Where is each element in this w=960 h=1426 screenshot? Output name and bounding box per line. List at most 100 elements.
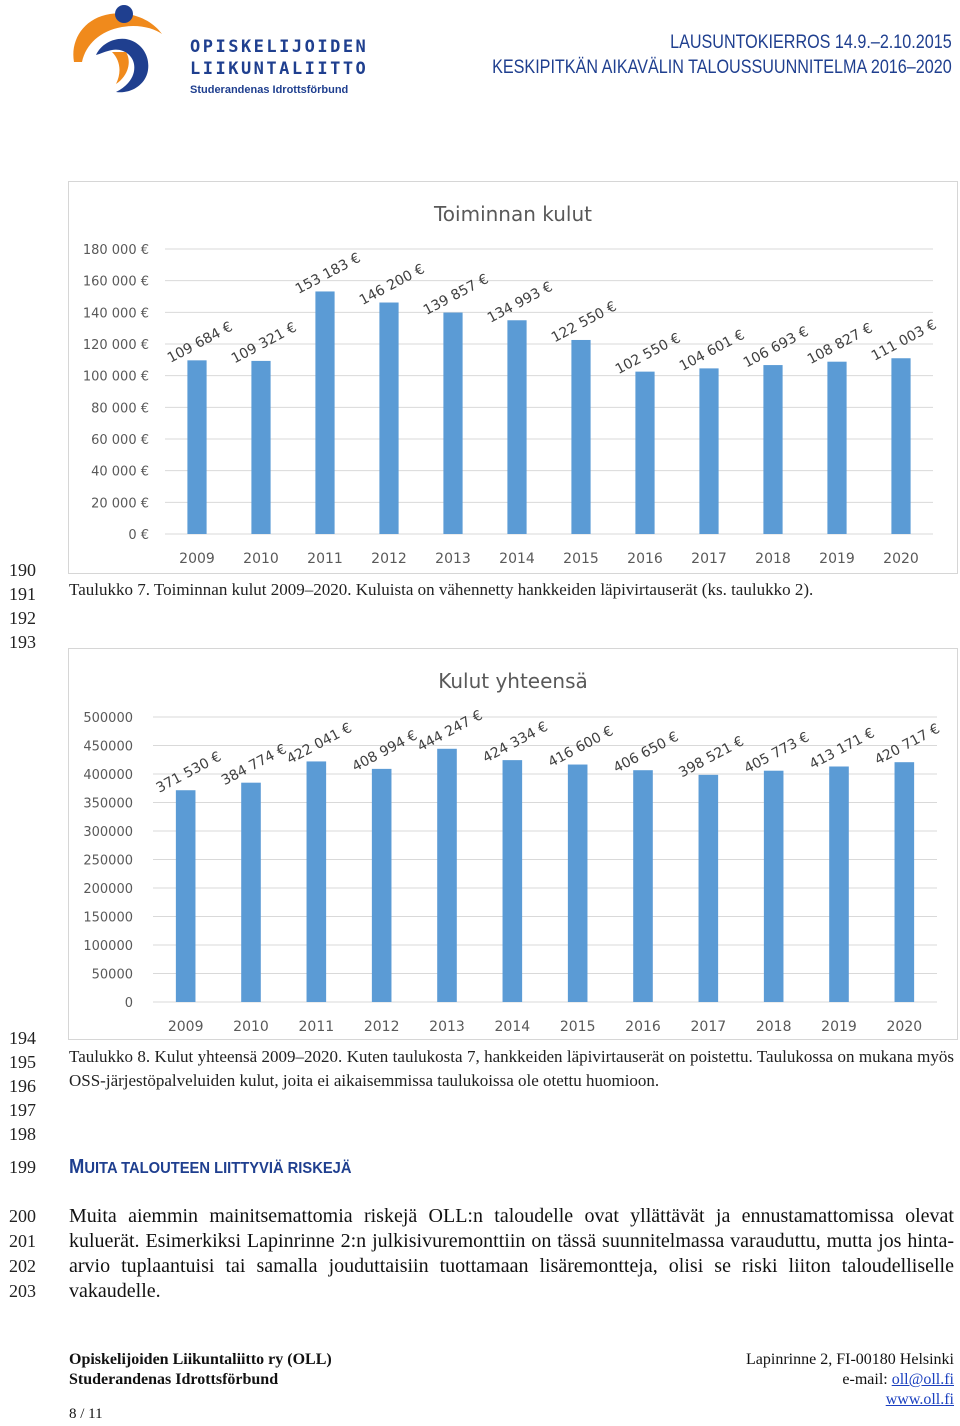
section-heading-rest: UITA TALOUTEEN LIITTYVIÄ RISKEJÄ <box>84 1160 352 1177</box>
page-number: 8 / 11 <box>69 1406 103 1422</box>
y-tick-label: 450000 <box>83 740 133 755</box>
bar <box>443 312 463 534</box>
y-tick-label: 250000 <box>83 854 133 869</box>
y-tick-label: 500000 <box>83 711 133 726</box>
bar <box>175 790 196 1002</box>
logo-line1: OPISKELIJOIDEN <box>190 37 369 57</box>
line-number: 199 <box>9 1157 36 1177</box>
line-numbers-3: 199 <box>0 1155 36 1179</box>
oll-logo <box>66 0 366 100</box>
footer-web-line: www.oll.fi <box>746 1390 954 1410</box>
footer-org-name: Opiskelijoiden Liikuntaliitto ry (OLL) <box>69 1351 332 1368</box>
caption-table-8: Taulukko 8. Kulut yhteensä 2009–2020. Ku… <box>69 1047 954 1090</box>
bar <box>698 774 719 1002</box>
line-number: 197 <box>9 1100 36 1120</box>
bar <box>502 760 523 1002</box>
footer-organisation: Opiskelijoiden Liikuntaliitto ry (OLL) S… <box>69 1350 332 1390</box>
line-number: 190 <box>9 560 36 580</box>
y-tick-label: 180 000 € <box>83 243 149 258</box>
chart-toiminnan-kulut: Toiminnan kulut 0 € 20 000 € 40 000 € 60 000… <box>68 181 958 574</box>
bar <box>829 766 849 1002</box>
x-tick-label: 2010 <box>233 1019 269 1035</box>
data-label: 146 200 € <box>357 261 427 309</box>
data-label: 109 321 € <box>229 320 299 368</box>
data-label: 422 041 € <box>284 720 354 768</box>
bar <box>315 291 335 534</box>
logo-text: OPISKELIJOIDEN LIIKUNTALIITTO Studerande… <box>190 36 369 98</box>
x-tick-label: 2011 <box>307 551 343 567</box>
line-numbers-1: 190 191 192 193 <box>0 558 36 654</box>
bar <box>891 358 911 534</box>
x-tick-label: 2016 <box>625 1019 661 1035</box>
data-label: 408 994 € <box>350 728 420 776</box>
footer-email-link[interactable]: oll@oll.fi <box>891 1371 954 1388</box>
bar <box>567 764 588 1002</box>
bar <box>187 360 207 534</box>
x-tick-label: 2009 <box>168 1019 204 1035</box>
y-tick-label: 80 000 € <box>91 401 149 416</box>
data-label: 384 774 € <box>219 741 289 789</box>
data-label: 122 550 € <box>549 299 619 347</box>
x-tick-label: 2013 <box>429 1019 465 1035</box>
bar <box>507 320 527 534</box>
bar <box>437 748 457 1002</box>
bar <box>633 770 653 1002</box>
line-numbers-4: 200 201 202 203 <box>0 1204 36 1304</box>
footer-web-link[interactable]: www.oll.fi <box>885 1391 954 1408</box>
line-number: 198 <box>9 1124 36 1144</box>
x-tick-label: 2013 <box>435 551 471 567</box>
data-label: 416 600 € <box>546 723 616 771</box>
x-tick-label: 2018 <box>756 1019 792 1035</box>
bar <box>306 761 327 1002</box>
section-heading-initial: M <box>69 1156 85 1178</box>
line-number: 202 <box>9 1256 36 1276</box>
line-number: 193 <box>9 632 36 652</box>
bar <box>571 339 591 534</box>
bar <box>763 770 784 1002</box>
data-label: 106 693 € <box>741 324 811 372</box>
y-tick-label: 160 000 € <box>83 275 149 290</box>
line-number: 203 <box>9 1281 36 1301</box>
logo-line2: LIIKUNTALIITTO <box>190 59 369 79</box>
data-label: 371 530 € <box>154 749 224 797</box>
document-header: LAUSUNTOKIERROS 14.9.–2.10.2015 KESKIPIT… <box>492 30 952 80</box>
line-number: 200 <box>9 1206 36 1226</box>
header-round: LAUSUNTOKIERROS 14.9.–2.10.2015 <box>670 32 952 53</box>
chart-title: Toiminnan kulut <box>433 202 592 226</box>
data-label: 413 171 € <box>807 725 877 773</box>
x-tick-label: 2012 <box>364 1019 400 1035</box>
line-numbers-2: 194 195 196 197 198 <box>0 1026 36 1146</box>
x-tick-label: 2015 <box>563 551 599 567</box>
footer-email-line: e-mail: oll@oll.fi <box>746 1370 954 1390</box>
data-label: 109 684 € <box>165 319 235 367</box>
y-tick-label: 150000 <box>83 911 133 926</box>
y-tick-label: 140 000 € <box>83 306 149 321</box>
x-tick-label: 2017 <box>691 1019 727 1035</box>
y-tick-label: 350000 <box>83 797 133 812</box>
chart-toiminnan-kulut-svg: Toiminnan kulut 0 € 20 000 € 40 000 € 60 000… <box>83 202 940 567</box>
bar <box>371 768 392 1002</box>
y-tick-label: 0 € <box>128 528 149 543</box>
data-label: 102 550 € <box>613 330 683 378</box>
x-tick-label: 2018 <box>755 551 791 567</box>
x-tick-label: 2014 <box>499 551 535 567</box>
bar <box>379 302 399 534</box>
data-label: 111 003 € <box>869 317 939 365</box>
risk-paragraph: Muita aiemmin mainitsemattomia riskejä O… <box>69 1205 954 1302</box>
y-tick-label: 0 <box>125 996 133 1011</box>
x-tick-label: 2012 <box>371 551 407 567</box>
bar <box>763 365 783 534</box>
line-number: 194 <box>9 1028 36 1048</box>
bar <box>827 361 847 534</box>
logo-line3: Studerandenas Idrottsförbund <box>190 84 349 96</box>
x-tick-label: 2019 <box>819 551 855 567</box>
chart-kulut-yhteensa: Kulut yhteensä 0 50000 100000 150000 200000 25… <box>68 648 958 1040</box>
data-label: 139 857 € <box>421 271 491 319</box>
y-tick-label: 400000 <box>83 768 133 783</box>
x-tick-label: 2014 <box>495 1019 531 1035</box>
chart-title: Kulut yhteensä <box>438 669 588 693</box>
y-tick-label: 100000 <box>83 939 133 954</box>
x-tick-label: 2010 <box>243 551 279 567</box>
y-tick-label: 100 000 € <box>83 370 149 385</box>
data-label: 424 334 € <box>480 719 550 767</box>
